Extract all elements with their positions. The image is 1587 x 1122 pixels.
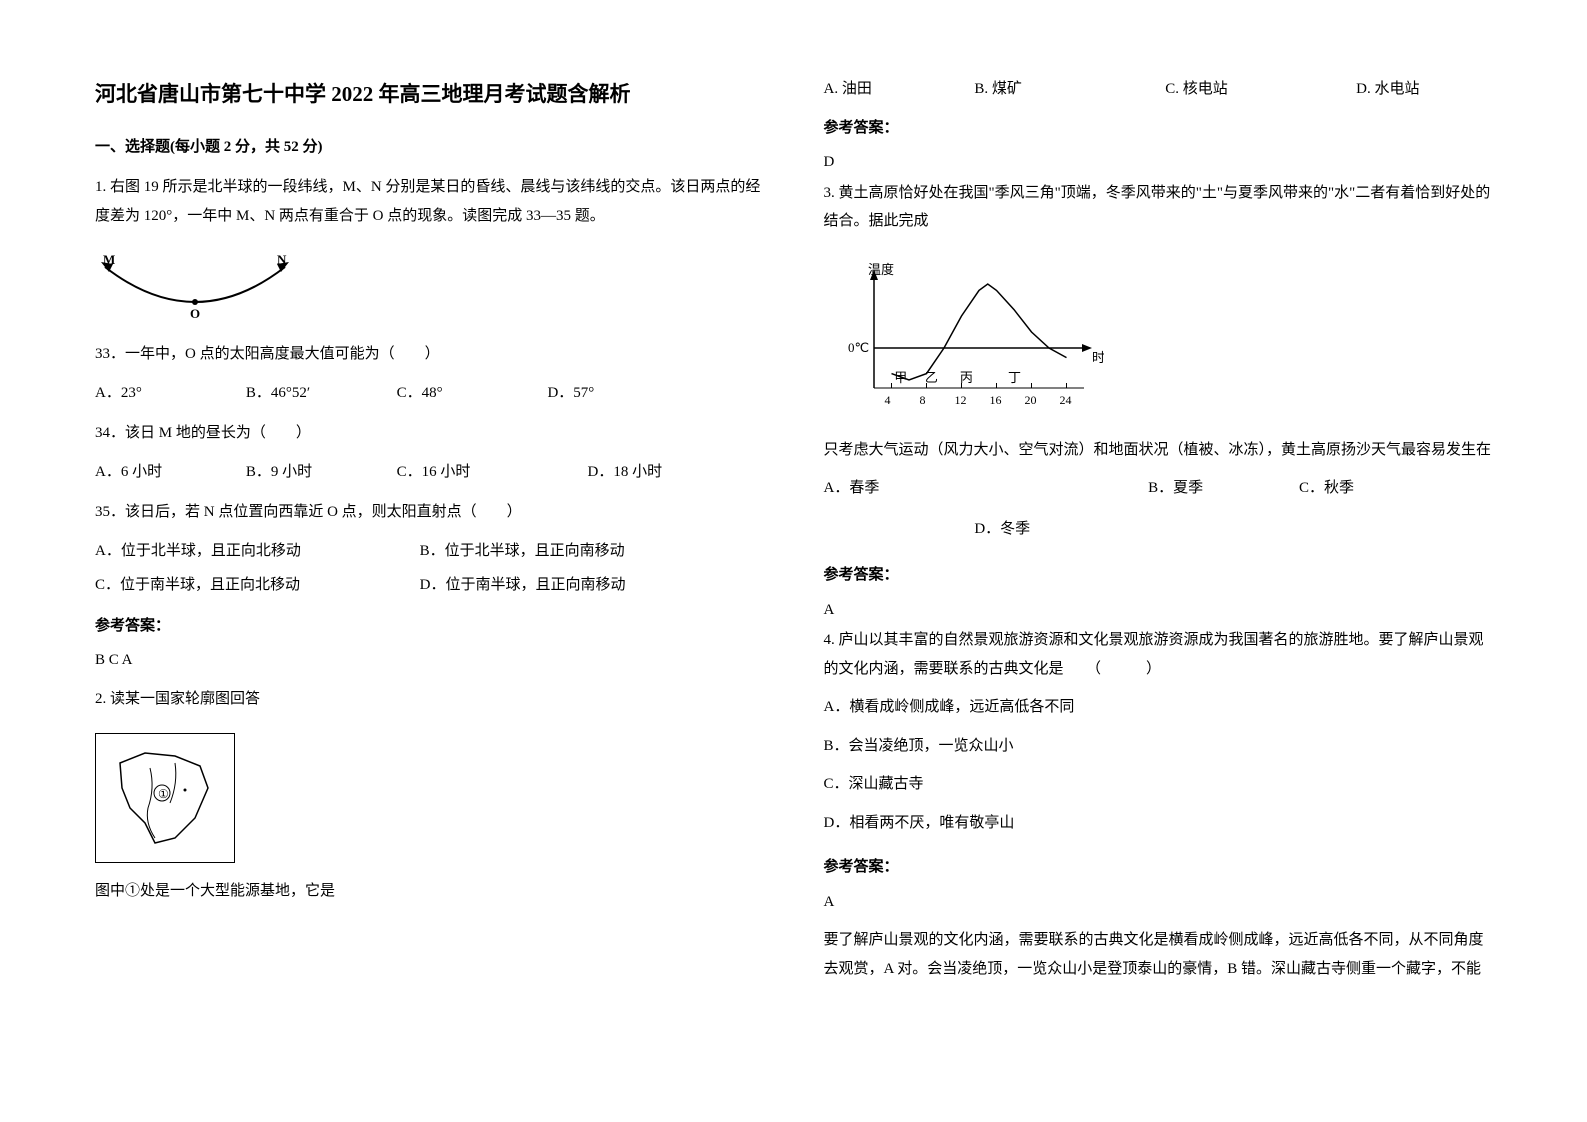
q2-sub: 图中①处是一个大型能源基地，它是	[95, 877, 764, 906]
q1-sub33-options: A．23° B．46°52′ C．48° D．57°	[95, 379, 764, 408]
right-column: A. 油田 B. 煤矿 C. 核电站 D. 水电站 参考答案： D 3. 黄土高…	[824, 75, 1493, 1047]
opt-c: C．16 小时	[397, 458, 584, 487]
answer-heading: 参考答案：	[824, 853, 1493, 882]
q3-options-row1: A．春季 B．夏季 C．秋季	[824, 474, 1493, 503]
svg-text:O: O	[190, 306, 200, 321]
svg-text:8: 8	[919, 393, 925, 407]
left-column: 河北省唐山市第七十中学 2022 年高三地理月考试题含解析 一、选择题(每小题 …	[95, 75, 764, 1047]
section-heading: 一、选择题(每小题 2 分，共 52 分)	[95, 133, 764, 162]
opt-a: A．23°	[95, 379, 242, 408]
answer-heading: 参考答案：	[95, 612, 764, 641]
exam-page: 河北省唐山市第七十中学 2022 年高三地理月考试题含解析 一、选择题(每小题 …	[95, 75, 1492, 1047]
opt-d: D．位于南半球，且正向南移动	[420, 571, 741, 600]
svg-text:N: N	[277, 252, 287, 267]
q1-sub34: 34．该日 M 地的昼长为（ ）	[95, 419, 764, 448]
opt-c: C．秋季	[1299, 474, 1446, 503]
q1-sub34-options: A．6 小时 B．9 小时 C．16 小时 D．18 小时	[95, 458, 764, 487]
opt-d: D．18 小时	[588, 458, 735, 487]
svg-text:0℃: 0℃	[848, 340, 869, 355]
opt-d: D．冬季	[974, 515, 1175, 544]
svg-text:M: M	[103, 252, 115, 267]
opt-c: C．48°	[397, 379, 544, 408]
opt-c: C．位于南半球，且正向北移动	[95, 571, 416, 600]
opt-b: B．9 小时	[246, 458, 393, 487]
q3-answer: A	[824, 596, 1493, 625]
opt-d: D. 水电站	[1356, 75, 1476, 104]
q1-sub35-options: A．位于北半球，且正向北移动 B．位于北半球，且正向南移动 C．位于南半球，且正…	[95, 537, 764, 606]
svg-text:4: 4	[884, 393, 890, 407]
opt-a: A．6 小时	[95, 458, 242, 487]
figure-temp-curve: 0℃温度时4812162024甲乙丙丁	[824, 258, 1493, 418]
q1-sub35: 35．该日后，若 N 点位置向西靠近 O 点，则太阳直射点（ ）	[95, 498, 764, 527]
svg-text:24: 24	[1059, 393, 1071, 407]
q3-stem: 3. 黄土高原恰好处在我国"季风三角"顶端，冬季风带来的"土"与夏季风带来的"水…	[824, 179, 1493, 236]
svg-text:丙: 丙	[959, 370, 972, 385]
page-title: 河北省唐山市第七十中学 2022 年高三地理月考试题含解析	[95, 75, 764, 115]
q4-answer: A	[824, 888, 1493, 917]
svg-text:时: 时	[1092, 350, 1104, 365]
svg-text:16: 16	[989, 393, 1001, 407]
opt-a: A．位于北半球，且正向北移动	[95, 537, 416, 566]
opt-b: B．位于北半球，且正向南移动	[420, 537, 741, 566]
q4-opt-a: A．横看成岭侧成峰，远近高低各不同	[824, 693, 1493, 722]
svg-text:①: ①	[158, 787, 169, 801]
svg-text:丁: 丁	[1008, 370, 1021, 385]
opt-a: A．春季	[824, 474, 1145, 503]
q4-opt-b: B．会当凌绝顶，一览众山小	[824, 732, 1493, 761]
q4-opt-c: C．深山藏古寺	[824, 770, 1493, 799]
answer-heading: 参考答案：	[824, 114, 1493, 143]
q1-answer: B C A	[95, 646, 764, 675]
q1-sub33: 33．一年中，O 点的太阳高度最大值可能为（ ）	[95, 340, 764, 369]
q1-stem: 1. 右图 19 所示是北半球的一段纬线，M、N 分别是某日的昏线、晨线与该纬线…	[95, 173, 764, 230]
answer-heading: 参考答案：	[824, 561, 1493, 590]
q4-stem: 4. 庐山以其丰富的自然景观旅游资源和文化景观旅游资源成为我国著名的旅游胜地。要…	[824, 626, 1493, 683]
q3-options-row2: D．冬季	[824, 515, 1493, 544]
q4-opt-d: D．相看两不厌，唯有敬亭山	[824, 809, 1493, 838]
opt-b: B．夏季	[1148, 474, 1295, 503]
opt-b: B．46°52′	[246, 379, 393, 408]
opt-b: B. 煤矿	[974, 75, 1161, 104]
opt-c: C. 核电站	[1165, 75, 1352, 104]
svg-text:20: 20	[1024, 393, 1036, 407]
q2-answer: D	[824, 148, 1493, 177]
q4-explanation: 要了解庐山景观的文化内涵，需要联系的古典文化是横看成岭侧成峰，远近高低各不同，从…	[824, 926, 1493, 983]
svg-text:温度: 温度	[868, 262, 894, 277]
figure-arc: M N O	[95, 252, 764, 322]
opt-d: D．57°	[547, 379, 694, 408]
opt-a: A. 油田	[824, 75, 971, 104]
q3-sub: 只考虑大气运动（风力大小、空气对流）和地面状况（植被、冰冻），黄土高原扬沙天气最…	[824, 436, 1493, 465]
figure-country-map: ①	[95, 733, 235, 863]
svg-text:12: 12	[954, 393, 966, 407]
q2-options: A. 油田 B. 煤矿 C. 核电站 D. 水电站	[824, 75, 1493, 104]
q2-stem: 2. 读某一国家轮廓图回答	[95, 685, 764, 714]
